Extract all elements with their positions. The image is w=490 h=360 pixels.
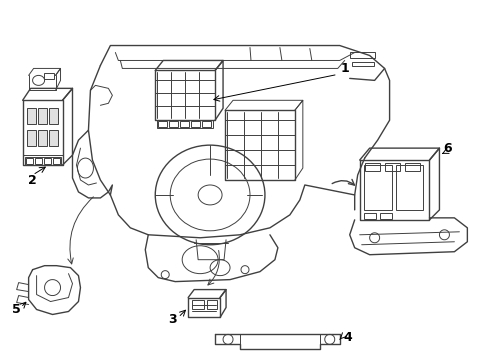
Text: 6: 6 (443, 141, 452, 155)
Bar (49, 108, 57, 124)
Bar (380, 213, 392, 219)
Bar (52, 158, 59, 164)
Bar (350, 53, 375, 58)
Bar (352, 62, 374, 67)
Bar (180, 121, 189, 127)
Bar (24, 157, 61, 165)
Bar (395, 165, 423, 210)
Bar (35, 158, 42, 164)
Bar (157, 120, 213, 128)
Bar (192, 300, 204, 310)
Bar (44, 158, 50, 164)
Bar (49, 130, 57, 146)
Bar (38, 130, 47, 146)
Bar (202, 121, 211, 127)
Bar (38, 108, 47, 124)
Bar (25, 158, 33, 164)
Bar (364, 165, 392, 210)
Text: 5: 5 (12, 303, 21, 316)
Bar (207, 300, 217, 310)
Bar (44, 73, 53, 80)
Text: 4: 4 (343, 331, 352, 344)
Bar (26, 130, 36, 146)
Bar (364, 213, 376, 219)
Bar (405, 163, 419, 171)
Text: 2: 2 (28, 174, 37, 186)
Bar (385, 163, 399, 171)
Bar (365, 163, 380, 171)
Bar (191, 121, 200, 127)
Text: 3: 3 (168, 313, 176, 326)
Text: 1: 1 (341, 62, 349, 75)
Bar (169, 121, 178, 127)
Bar (26, 108, 36, 124)
Bar (158, 121, 167, 127)
